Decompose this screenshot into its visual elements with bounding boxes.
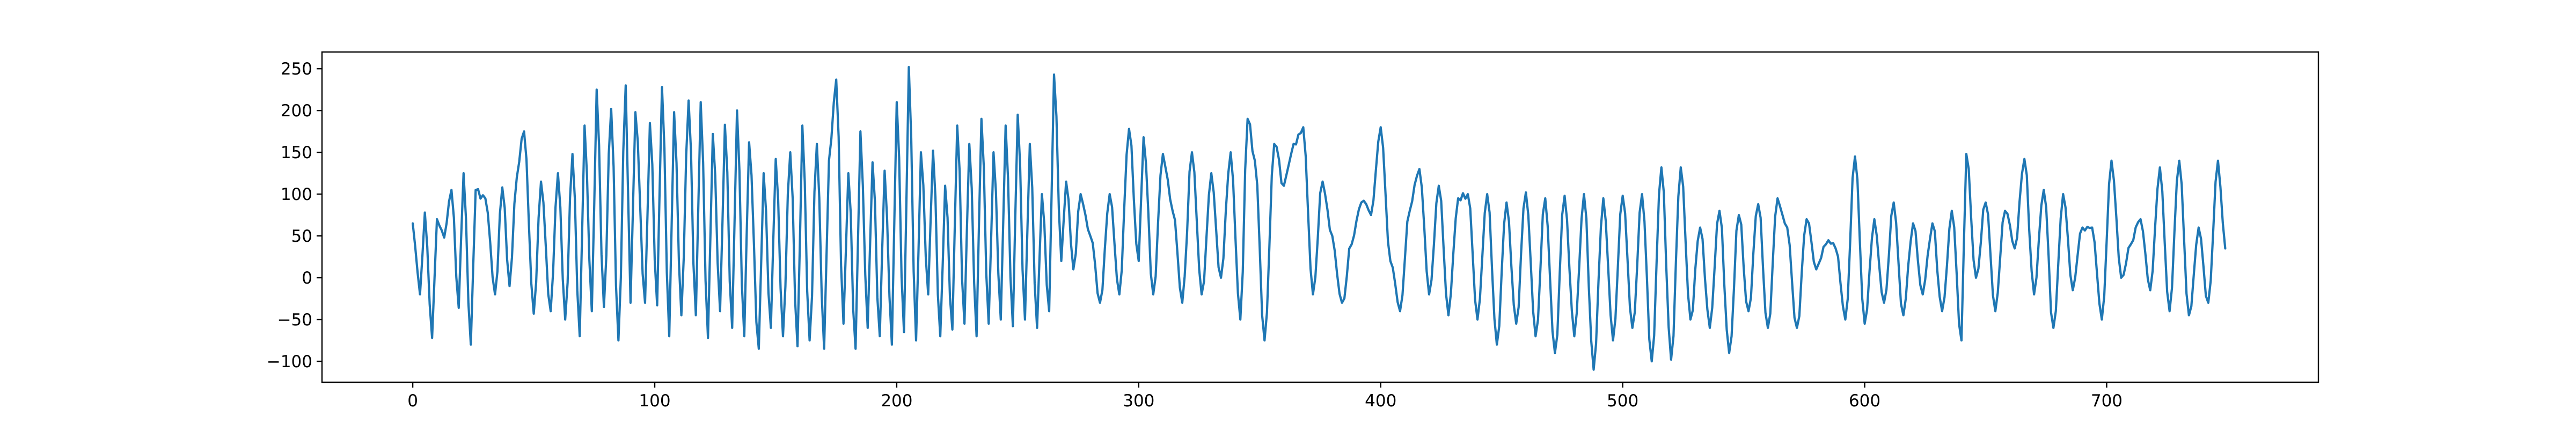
y-tick-label: 50 (291, 227, 312, 246)
x-tick-label: 600 (1849, 391, 1880, 411)
y-tick-label: 200 (281, 101, 312, 121)
y-tick-label: 150 (281, 143, 312, 162)
axes-frame (321, 51, 2319, 383)
series-line (411, 65, 2227, 371)
y-axis: −100 −50 0 50 100 150 200 250 (267, 60, 322, 371)
x-tick-label: 500 (1607, 391, 1638, 411)
y-tick-label: 0 (302, 269, 312, 288)
y-tick-label: 100 (281, 185, 312, 204)
x-tick-label: 400 (1365, 391, 1396, 411)
x-tick-label: 0 (407, 391, 418, 411)
x-tick-label: 300 (1123, 391, 1154, 411)
y-tick-label: −100 (267, 352, 312, 371)
y-tick-label: −50 (277, 310, 312, 330)
y-tick-label: 250 (281, 60, 312, 79)
x-tick-label: 700 (2091, 391, 2123, 411)
x-tick-label: 200 (881, 391, 912, 411)
x-tick-label: 100 (639, 391, 670, 411)
x-axis: 0 100 200 300 400 500 600 700 (407, 382, 2123, 411)
